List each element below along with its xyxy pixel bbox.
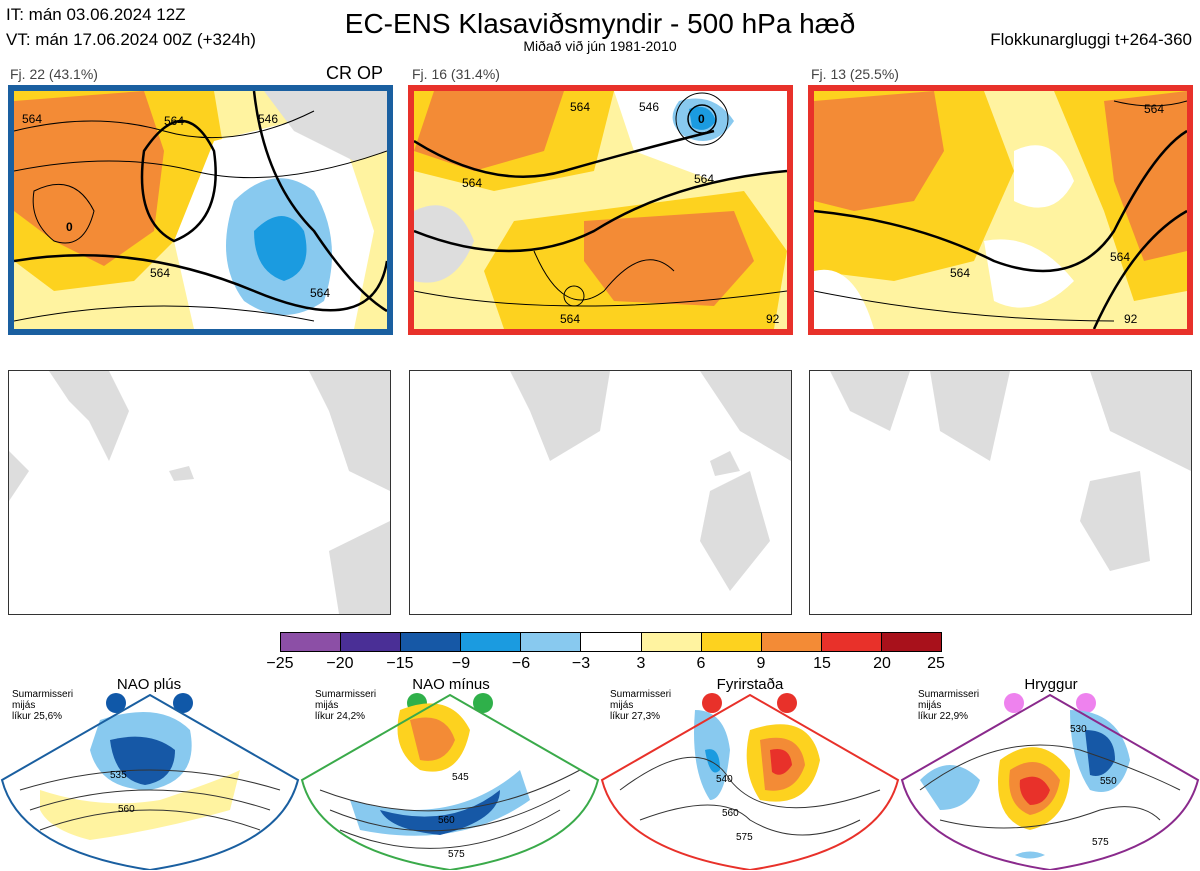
colorbar-label: 3 (636, 655, 646, 672)
cluster-window: Flokkunargluggi t+264-360 (990, 30, 1192, 49)
regime-3-dot-right (777, 693, 797, 713)
cluster-2-contour-4: 564 (570, 100, 590, 114)
regime-3-title: Fyrirstaða (716, 676, 784, 693)
colorbar-swatch-3 (401, 633, 462, 651)
colorbar-label: −3 (571, 655, 591, 672)
basemap-2 (409, 370, 792, 615)
page-subtitle: Miðað við jún 1981-2010 (523, 38, 677, 54)
regime-1-dot-right (173, 693, 193, 713)
cluster-3-contour-3: 564 (1110, 250, 1130, 264)
regime-3-dot-left (702, 693, 722, 713)
colorbar-label: 9 (756, 655, 766, 672)
cluster-2-contour-7: 92 (766, 312, 780, 326)
basemap-1 (8, 370, 391, 615)
regime-4-contour-2: 550 (1100, 776, 1117, 787)
cluster-3-label: Fj. 13 (25.5%) (811, 66, 899, 82)
regime-1-title: NAO plús (116, 676, 182, 693)
regime-3-contour-2: 560 (722, 808, 739, 819)
basemap-3 (809, 370, 1192, 615)
colorbar-swatch-1 (281, 633, 342, 651)
cluster-1-contour-3: 564 (150, 266, 170, 280)
cluster-2-label: Fj. 16 (31.4%) (412, 66, 500, 82)
colorbar-label: −9 (451, 655, 471, 672)
regime-1-fan: 535 560 (0, 693, 300, 870)
regime-3-fan: 540 560 575 (600, 693, 900, 870)
colorbar-swatch-8 (701, 633, 762, 651)
colorbar-label: 6 (696, 655, 706, 672)
cluster-2-contour-1: 564 (462, 176, 482, 190)
regime-4-fan: 530 550 575 (900, 693, 1200, 870)
colorbar-label: −15 (386, 655, 414, 672)
colorbar-label: 25 (927, 655, 945, 672)
regime-2-title: NAO mínus (412, 676, 490, 693)
colorbar-labels: −25 −20 −15 −9 −6 −3 3 6 9 15 20 25 (266, 655, 945, 675)
regime-1-desc: Sumarmisseri mijás líkur 25,6% (12, 689, 74, 722)
cluster-1-contour-2: 564 (164, 114, 184, 128)
regime-4-contour-3: 575 (1092, 837, 1109, 848)
colorbar-label: −20 (326, 655, 354, 672)
colorbar-label: 15 (813, 655, 831, 672)
cluster-2-contour-5: 546 (639, 100, 659, 114)
cluster-1-map: 564 564 564 546 564 0 (8, 85, 393, 335)
regime-1-contour-2: 560 (118, 804, 135, 815)
regime-1-contour-1: 535 (110, 770, 127, 781)
regime-4-dot-right (1076, 693, 1096, 713)
regime-1-dot-left (106, 693, 126, 713)
regime-2-fan: 545 560 575 (300, 693, 600, 870)
initial-time: IT: mán 03.06.2024 12Z (6, 5, 186, 24)
color-bar (280, 632, 942, 652)
colorbar-label: −6 (511, 655, 531, 672)
cluster-3-contour-2: 564 (950, 266, 970, 280)
colorbar-swatch-4 (461, 633, 522, 651)
regime-3-contour-3: 575 (736, 832, 753, 843)
regime-4-contour-1: 530 (1070, 724, 1087, 735)
cluster-1-label: Fj. 22 (43.1%) (10, 66, 98, 82)
page-title: EC-ENS Klasaviðsmyndir - 500 hPa hæð (344, 8, 856, 39)
colorbar-swatch-2 (341, 633, 402, 651)
cluster-3-contour-1: 564 (1144, 102, 1164, 116)
regime-2-contour-1: 545 (452, 772, 469, 783)
cluster-3-contour-4: 92 (1124, 312, 1138, 326)
colorbar-swatch-11 (881, 633, 942, 651)
colorbar-swatch-5 (521, 633, 582, 651)
colorbar-swatch-6 (581, 633, 642, 651)
colorbar-swatch-10 (821, 633, 882, 651)
cluster-1-contour-1: 564 (22, 112, 42, 126)
regime-3-desc: Sumarmisseri mijás líkur 27,3% (610, 689, 672, 722)
valid-time: VT: mán 17.06.2024 00Z (+324h) (6, 30, 256, 49)
cluster-2-contour-6: 0 (698, 112, 705, 126)
cluster-1-contour-4: 546 (258, 112, 278, 126)
regime-3-contour-1: 540 (716, 774, 733, 785)
regime-4-desc: Sumarmisseri mijás líkur 22,9% (918, 689, 980, 722)
regime-4-title: Hryggur (1024, 676, 1078, 693)
regime-2-dot-right (473, 693, 493, 713)
cluster-1-tag: CR OP (326, 63, 384, 83)
colorbar-label: −25 (266, 655, 294, 672)
regime-2-contour-3: 575 (448, 849, 465, 860)
cluster-2-contour-2: 564 (694, 172, 714, 186)
cluster-2-map: 564 564 564 564 546 0 92 (408, 85, 793, 335)
colorbar-swatch-7 (641, 633, 702, 651)
regime-2-desc: Sumarmisseri mijás líkur 24,2% (315, 689, 377, 722)
cluster-2-contour-3: 564 (560, 312, 580, 326)
cluster-1-contour-6: 0 (66, 220, 73, 234)
regime-2-contour-2: 560 (438, 815, 455, 826)
regime-4-dot-left (1004, 693, 1024, 713)
cluster-1-contour-5: 564 (310, 286, 330, 300)
colorbar-label: 20 (873, 655, 891, 672)
cluster-3-map: 564 564 564 92 (808, 85, 1193, 335)
colorbar-swatch-9 (761, 633, 822, 651)
